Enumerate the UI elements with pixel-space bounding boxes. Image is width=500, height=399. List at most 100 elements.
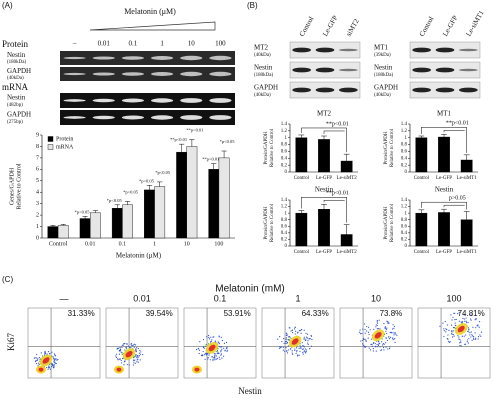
flow-event [204,358,206,361]
dose-label: — [60,293,69,303]
flow-event [282,346,284,348]
flow-event [377,343,380,345]
flow-event [285,338,287,340]
flow-event [129,346,131,348]
flow-event [202,350,204,353]
flow-event [386,332,388,335]
flow-event [388,338,391,340]
flow-event [123,343,125,345]
flow-event [376,324,378,327]
legend-label: Protein [56,136,73,142]
flow-event [198,349,201,351]
flow-event [138,355,140,357]
flow-event [363,344,365,346]
flow-event [461,335,463,337]
flow-xlabel: Nestin [238,386,262,396]
flow-event [303,338,305,340]
flow-event [198,352,200,355]
flow-event [388,322,390,324]
significance-label: *p<0.05 [107,198,123,203]
significance-label: *p<0.05 [155,170,171,175]
flow-event [119,347,121,349]
bar [318,139,330,173]
flow-event [470,314,472,317]
flow-event [221,357,223,359]
blot-band [209,71,232,77]
flow-event [390,331,392,333]
flow-event [51,364,54,367]
blot-band [180,98,203,103]
flow-event [471,334,473,336]
blot-band [339,68,358,72]
flow-event [279,336,281,338]
dose-label: 100 [215,40,226,48]
flow-event [395,333,397,335]
flow-event [289,348,292,350]
flow-event [218,356,220,358]
flow-event [130,347,132,349]
flow-event [133,360,135,362]
flow-event [376,328,378,330]
blot-band [180,115,203,120]
flow-event [394,338,396,340]
flow-event [136,361,138,363]
flow-event [218,345,220,348]
flow-event [214,340,216,342]
flow-event [44,351,46,353]
flow-event [448,341,450,344]
flow-event [383,343,385,345]
flow-event [135,350,137,352]
significance-label: *p<0.05 [123,189,139,194]
flow-event [376,343,378,346]
flow-event [448,329,450,331]
blot-band [315,67,335,73]
y-tick-label: 1.4 [281,198,288,203]
flow-event [470,331,472,333]
flow-event [303,336,305,338]
y-tick-label: 0 [285,170,288,175]
y-tick-label: 1 [405,211,408,216]
panel-label: (C) [2,275,13,284]
flow-event [363,323,366,325]
blot-row-name: GAPDH [254,84,278,92]
y-tick-label: 4 [36,190,39,196]
flow-event [371,343,373,346]
y-tick-label: 1.2 [401,205,408,210]
flow-event [389,346,391,348]
y-axis-label: Relative to Control [16,163,22,209]
flow-event [465,320,467,322]
flow-event [55,358,57,360]
flow-event [445,328,447,330]
bar [186,146,198,239]
flow-event [226,346,228,348]
flow-event [376,322,379,324]
x-tick-label: 100 [214,241,223,247]
legend-swatch [47,136,54,142]
flow-event [459,342,461,344]
flow-density [42,357,50,364]
flow-event [459,345,461,347]
flow-event [450,314,452,316]
flow-event [139,353,142,355]
flow-event [136,357,138,359]
flow-event [365,339,367,341]
flow-event [123,364,125,366]
flow-event [465,322,468,324]
flow-event [47,368,49,370]
flow-event [41,355,44,357]
flow-event [226,350,228,352]
flow-event [361,332,363,335]
percentage-label: 73.8% [380,309,403,318]
flow-event [373,328,375,330]
bar [438,212,450,247]
flow-event [133,346,135,348]
blot-band [292,67,311,73]
flow-event [125,348,128,350]
blot-band [435,47,455,53]
flow-event [362,328,364,330]
flow-event [394,341,396,344]
dose-label: 1 [295,293,300,303]
flow-event [120,359,122,362]
blot-strip [60,67,235,81]
chart-title: Nestin [315,186,334,194]
